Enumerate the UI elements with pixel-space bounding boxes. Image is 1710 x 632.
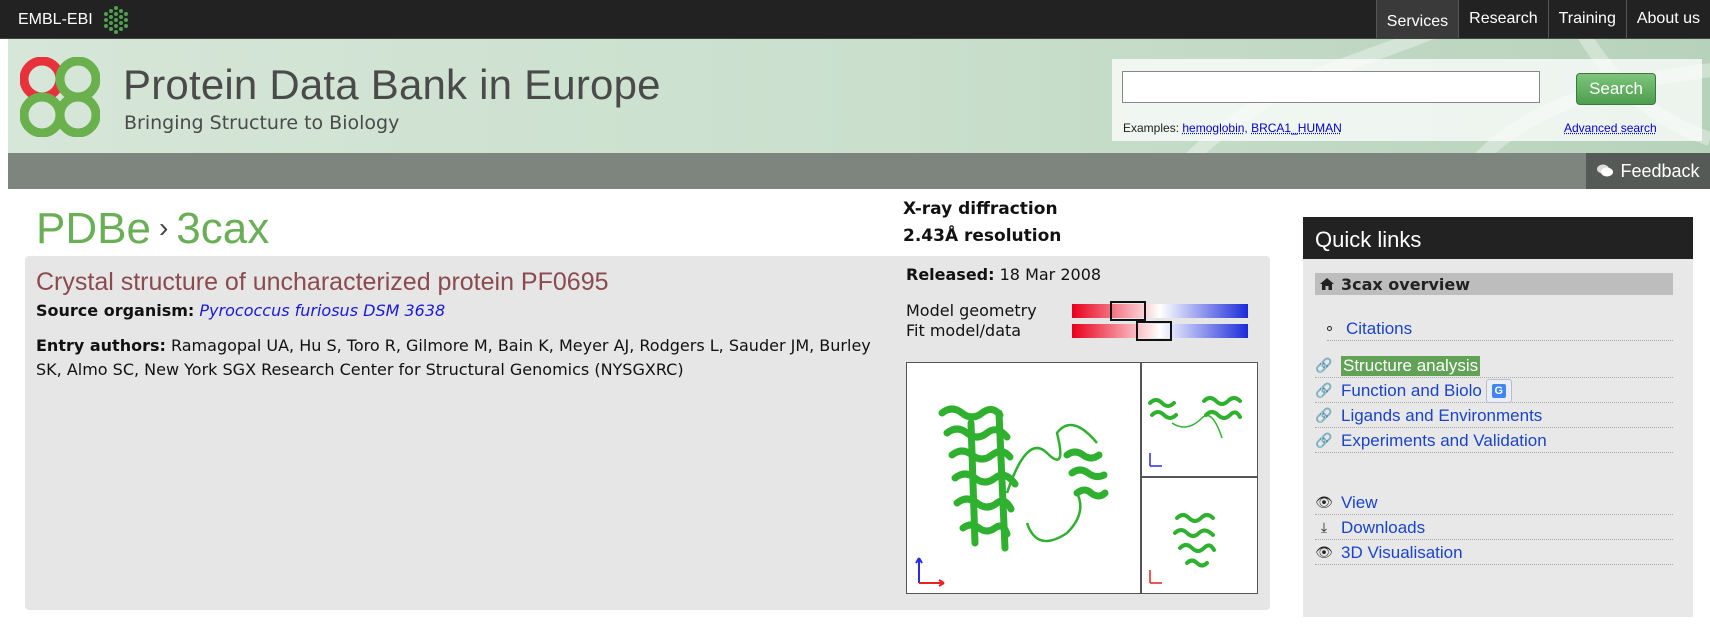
3d-visualisation-label: 3D Visualisation [1341,542,1463,562]
download-icon: ⤓ [1320,519,1328,535]
top-nav: Services Research Training About us [1375,0,1710,39]
quick-link-citations[interactable]: Citations [1327,317,1673,341]
ligands-label: Ligands and Environments [1341,405,1543,425]
experiment-method: X-ray diffraction [903,199,1058,219]
search-panel: Search Examples: hemoglobin, BRCA1_HUMAN… [1112,59,1702,141]
nav-about-us[interactable]: About us [1625,0,1710,38]
citations-label: Citations [1346,318,1413,338]
feedback-button[interactable]: Feedback [1586,153,1710,189]
breadcrumb: PDBe › 3cax [36,204,269,254]
structure-image-top[interactable] [1141,477,1258,594]
examples-label: Examples: [1123,121,1180,135]
structure-image-main[interactable] [906,362,1141,594]
site-title[interactable]: Protein Data Bank in Europe [123,61,661,108]
site-header: Protein Data Bank in Europe Bringing Str… [8,39,1710,153]
quick-link-3d-visualisation[interactable]: 👁 3D Visualisation [1315,541,1673,565]
bullet-icon [1327,326,1332,331]
experiments-label: Experiments and Validation [1341,430,1547,450]
quick-link-function-biology[interactable]: 🔗 Function and Biolo G [1315,378,1673,403]
eye-icon: 👁 [1315,494,1333,510]
example-link-hemoglobin[interactable]: hemoglobin [1182,121,1245,135]
downloads-label: Downloads [1341,517,1426,537]
entry-authors-label: Entry authors: [36,336,166,355]
top-bar: EMBL-EBI Services Research Training Abou… [0,0,1710,39]
model-geometry-slider [1072,301,1248,321]
released-value: 18 Mar 2008 [999,265,1102,284]
translate-icon[interactable]: G [1485,378,1512,403]
search-input[interactable] [1122,71,1540,103]
model-geometry-marker [1110,301,1146,321]
metric-label-fit-model-data: Fit model/data [906,321,1022,340]
release-date: Released: 18 Mar 2008 [906,265,1101,284]
released-label: Released: [906,265,995,284]
home-icon [1320,278,1334,290]
fit-model-data-slider [1072,321,1248,341]
source-organism-link[interactable]: Pyrococcus furiosus DSM 3638 [199,301,446,320]
nav-research[interactable]: Research [1458,0,1547,38]
view-label: View [1341,492,1378,512]
entry-panel: Crystal structure of uncharacterized pro… [25,256,1270,610]
breadcrumb-entry: 3cax [176,204,270,253]
quick-links-header: Quick links [1303,217,1693,259]
metric-label-model-geometry: Model geometry [906,301,1037,320]
entry-authors-list: Ramagopal UA, Hu S, Toro R, Gilmore M, B… [36,336,871,379]
feedback-label: Feedback [1620,160,1700,181]
quick-link-experiments[interactable]: 🔗 Experiments and Validation [1315,429,1673,453]
entry-title: Crystal structure of uncharacterized pro… [36,268,609,296]
overview-label: 3cax overview [1341,274,1471,294]
link-icon: 🔗 [1315,357,1333,373]
experiment-summary: X-ray diffraction 2.43Å resolution [903,196,1061,250]
nav-services[interactable]: Services [1375,0,1459,38]
advanced-search-link[interactable]: Advanced search [1564,121,1657,135]
site-subtitle: Bringing Structure to Biology [124,112,400,134]
breadcrumb-pdbe[interactable]: PDBe [36,204,151,253]
link-icon: 🔗 [1315,407,1333,423]
quick-link-downloads[interactable]: ⤓ Downloads [1315,516,1673,540]
protein-structure-icon [915,405,1109,587]
quick-link-ligands[interactable]: 🔗 Ligands and Environments [1315,404,1673,428]
structure-analysis-label: Structure analysis [1341,355,1481,376]
quick-links-panel: Quick links 3cax overview Citations 🔗 St… [1303,217,1693,617]
quick-link-view[interactable]: 👁 View [1315,491,1673,515]
source-organism-label: Source organism: [36,301,195,320]
grey-strip [8,153,1710,189]
pdbe-logo-icon[interactable] [20,57,100,137]
protein-structure-icon [1148,396,1242,467]
link-icon: 🔗 [1315,432,1333,448]
function-biology-label: Function and Biolo [1341,380,1482,400]
link-icon: 🔗 [1315,382,1333,398]
search-button[interactable]: Search [1576,73,1656,105]
breadcrumb-separator: › [158,212,169,243]
protein-structure-icon [1149,513,1216,584]
quick-link-overview[interactable]: 3cax overview [1315,273,1673,295]
embl-ebi-hex-icon [103,5,128,34]
quick-link-structure-analysis[interactable]: 🔗 Structure analysis [1315,354,1673,378]
embl-ebi-logo[interactable]: EMBL-EBI [8,0,133,39]
source-organism-line: Source organism: Pyrococcus furiosus DSM… [36,301,445,320]
chat-bubble-icon [1597,164,1614,177]
fit-model-data-marker [1136,321,1172,341]
embl-ebi-label: EMBL-EBI [18,10,93,28]
eye-icon: 👁 [1315,544,1333,560]
experiment-resolution: 2.43Å resolution [903,226,1062,246]
validation-metrics: Model geometry Fit model/data [906,301,1037,341]
example-link-brca1[interactable]: BRCA1_HUMAN [1251,121,1342,135]
structure-image-side[interactable] [1141,362,1258,477]
search-examples: Examples: hemoglobin, BRCA1_HUMAN [1123,121,1342,135]
entry-authors: Entry authors: Ramagopal UA, Hu S, Toro … [36,334,881,382]
nav-training[interactable]: Training [1547,0,1626,38]
